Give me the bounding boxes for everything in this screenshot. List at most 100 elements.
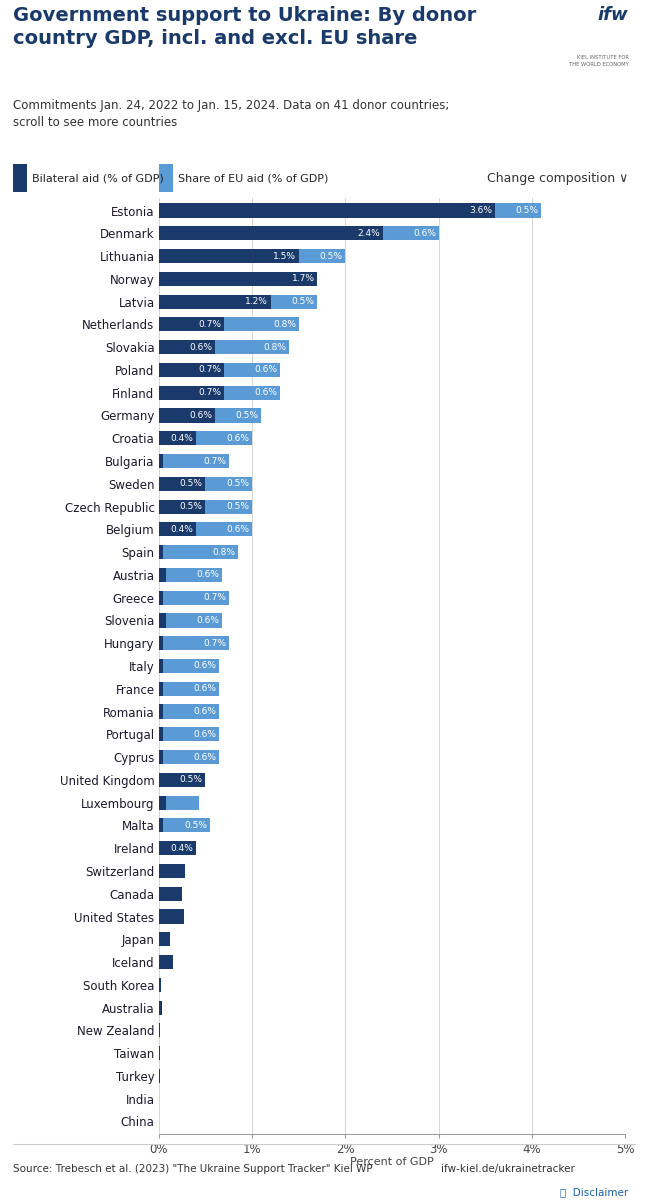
Bar (159, 499, 205, 514)
Text: 0.7%: 0.7% (198, 366, 221, 374)
Bar (159, 590, 163, 605)
Text: 0.6%: 0.6% (196, 570, 220, 580)
Text: 0.4%: 0.4% (170, 524, 193, 534)
Text: 1.5%: 1.5% (273, 252, 296, 260)
Text: 0.5%: 0.5% (292, 298, 314, 306)
Bar (196, 431, 252, 445)
Text: 0.7%: 0.7% (198, 389, 221, 397)
Text: 0.6%: 0.6% (226, 433, 249, 443)
Bar (159, 454, 163, 468)
Bar (299, 250, 345, 263)
Bar (163, 727, 220, 742)
Bar (159, 636, 163, 650)
Bar (159, 910, 184, 924)
Bar (159, 887, 182, 901)
Bar (163, 818, 210, 833)
Bar (163, 545, 238, 559)
Text: 0.5%: 0.5% (226, 479, 249, 488)
Bar (224, 362, 280, 377)
Bar (163, 659, 220, 673)
Bar (159, 271, 318, 286)
Bar (159, 773, 205, 787)
Bar (159, 659, 163, 673)
Bar (167, 613, 222, 628)
Text: 0.6%: 0.6% (196, 616, 220, 625)
Text: 1.2%: 1.2% (245, 298, 268, 306)
Text: Bilateral aid (% of GDP): Bilateral aid (% of GDP) (32, 173, 164, 184)
Text: ifw: ifw (598, 6, 629, 24)
Text: ifw-kiel.de/ukrainetracker: ifw-kiel.de/ukrainetracker (441, 1164, 575, 1174)
Text: 0.6%: 0.6% (189, 410, 212, 420)
FancyBboxPatch shape (13, 164, 27, 192)
Text: 0.5%: 0.5% (179, 502, 203, 511)
Bar (159, 613, 167, 628)
Bar (383, 227, 439, 240)
Text: 0.6%: 0.6% (194, 752, 216, 762)
Text: 0.5%: 0.5% (516, 206, 538, 215)
Bar (159, 1001, 162, 1015)
Bar (159, 955, 173, 970)
Bar (159, 545, 163, 559)
Text: 0.6%: 0.6% (194, 684, 216, 694)
Text: 0.5%: 0.5% (179, 479, 203, 488)
Text: 0.8%: 0.8% (273, 320, 296, 329)
Text: 0.6%: 0.6% (189, 343, 212, 352)
Text: 2.4%: 2.4% (357, 229, 380, 238)
Text: 0.5%: 0.5% (179, 775, 203, 785)
X-axis label: Percent of GDP: Percent of GDP (350, 1158, 434, 1168)
Bar (159, 250, 299, 263)
FancyBboxPatch shape (159, 164, 173, 192)
Text: 0.6%: 0.6% (226, 524, 249, 534)
Bar (159, 682, 163, 696)
Bar (159, 522, 196, 536)
Text: 0.6%: 0.6% (194, 661, 216, 671)
Text: 0.5%: 0.5% (236, 410, 259, 420)
Text: Source: Trebesch et al. (2023) "The Ukraine Support Tracker" Kiel WP: Source: Trebesch et al. (2023) "The Ukra… (13, 1164, 373, 1174)
Bar (159, 362, 224, 377)
Bar (159, 317, 224, 331)
Bar (159, 385, 224, 400)
Bar (167, 568, 222, 582)
Bar (214, 408, 261, 422)
Bar (205, 499, 252, 514)
Text: 0.7%: 0.7% (203, 638, 226, 648)
Bar (159, 750, 163, 764)
Bar (271, 294, 318, 308)
Bar (163, 682, 220, 696)
Text: 0.8%: 0.8% (264, 343, 286, 352)
Bar (163, 454, 229, 468)
Text: 0.7%: 0.7% (203, 593, 226, 602)
Text: 0.5%: 0.5% (319, 252, 343, 260)
Bar (159, 476, 205, 491)
Bar (159, 1024, 161, 1038)
Bar (159, 796, 167, 810)
Bar (163, 704, 220, 719)
Text: 0.6%: 0.6% (413, 229, 436, 238)
Bar (224, 317, 299, 331)
Bar (196, 522, 252, 536)
Text: 0.6%: 0.6% (194, 707, 216, 716)
Bar (159, 818, 163, 833)
Text: 1.7%: 1.7% (292, 275, 314, 283)
Bar (167, 796, 199, 810)
Text: 0.6%: 0.6% (194, 730, 216, 739)
Text: 0.4%: 0.4% (170, 844, 193, 853)
Text: Government support to Ukraine: By donor
country GDP, incl. and excl. EU share: Government support to Ukraine: By donor … (13, 6, 476, 48)
Text: Commitments Jan. 24, 2022 to Jan. 15, 2024. Data on 41 donor countries;
scroll t: Commitments Jan. 24, 2022 to Jan. 15, 20… (13, 98, 449, 128)
Text: ⓘ  Disclaimer: ⓘ Disclaimer (561, 1187, 629, 1196)
Bar (214, 340, 290, 354)
Bar (159, 294, 271, 308)
Text: 0.6%: 0.6% (254, 366, 277, 374)
Text: 0.5%: 0.5% (226, 502, 249, 511)
Text: 0.4%: 0.4% (170, 433, 193, 443)
Bar (159, 841, 196, 856)
Text: 0.8%: 0.8% (213, 547, 235, 557)
Bar (163, 590, 229, 605)
Text: Share of EU aid (% of GDP): Share of EU aid (% of GDP) (178, 173, 329, 184)
Text: 0.6%: 0.6% (254, 389, 277, 397)
Bar (163, 750, 220, 764)
Text: KIEL INSTITUTE FOR
THE WORLD ECONOMY: KIEL INSTITUTE FOR THE WORLD ECONOMY (569, 55, 629, 67)
Bar (159, 704, 163, 719)
Bar (159, 978, 161, 992)
Bar (205, 476, 252, 491)
